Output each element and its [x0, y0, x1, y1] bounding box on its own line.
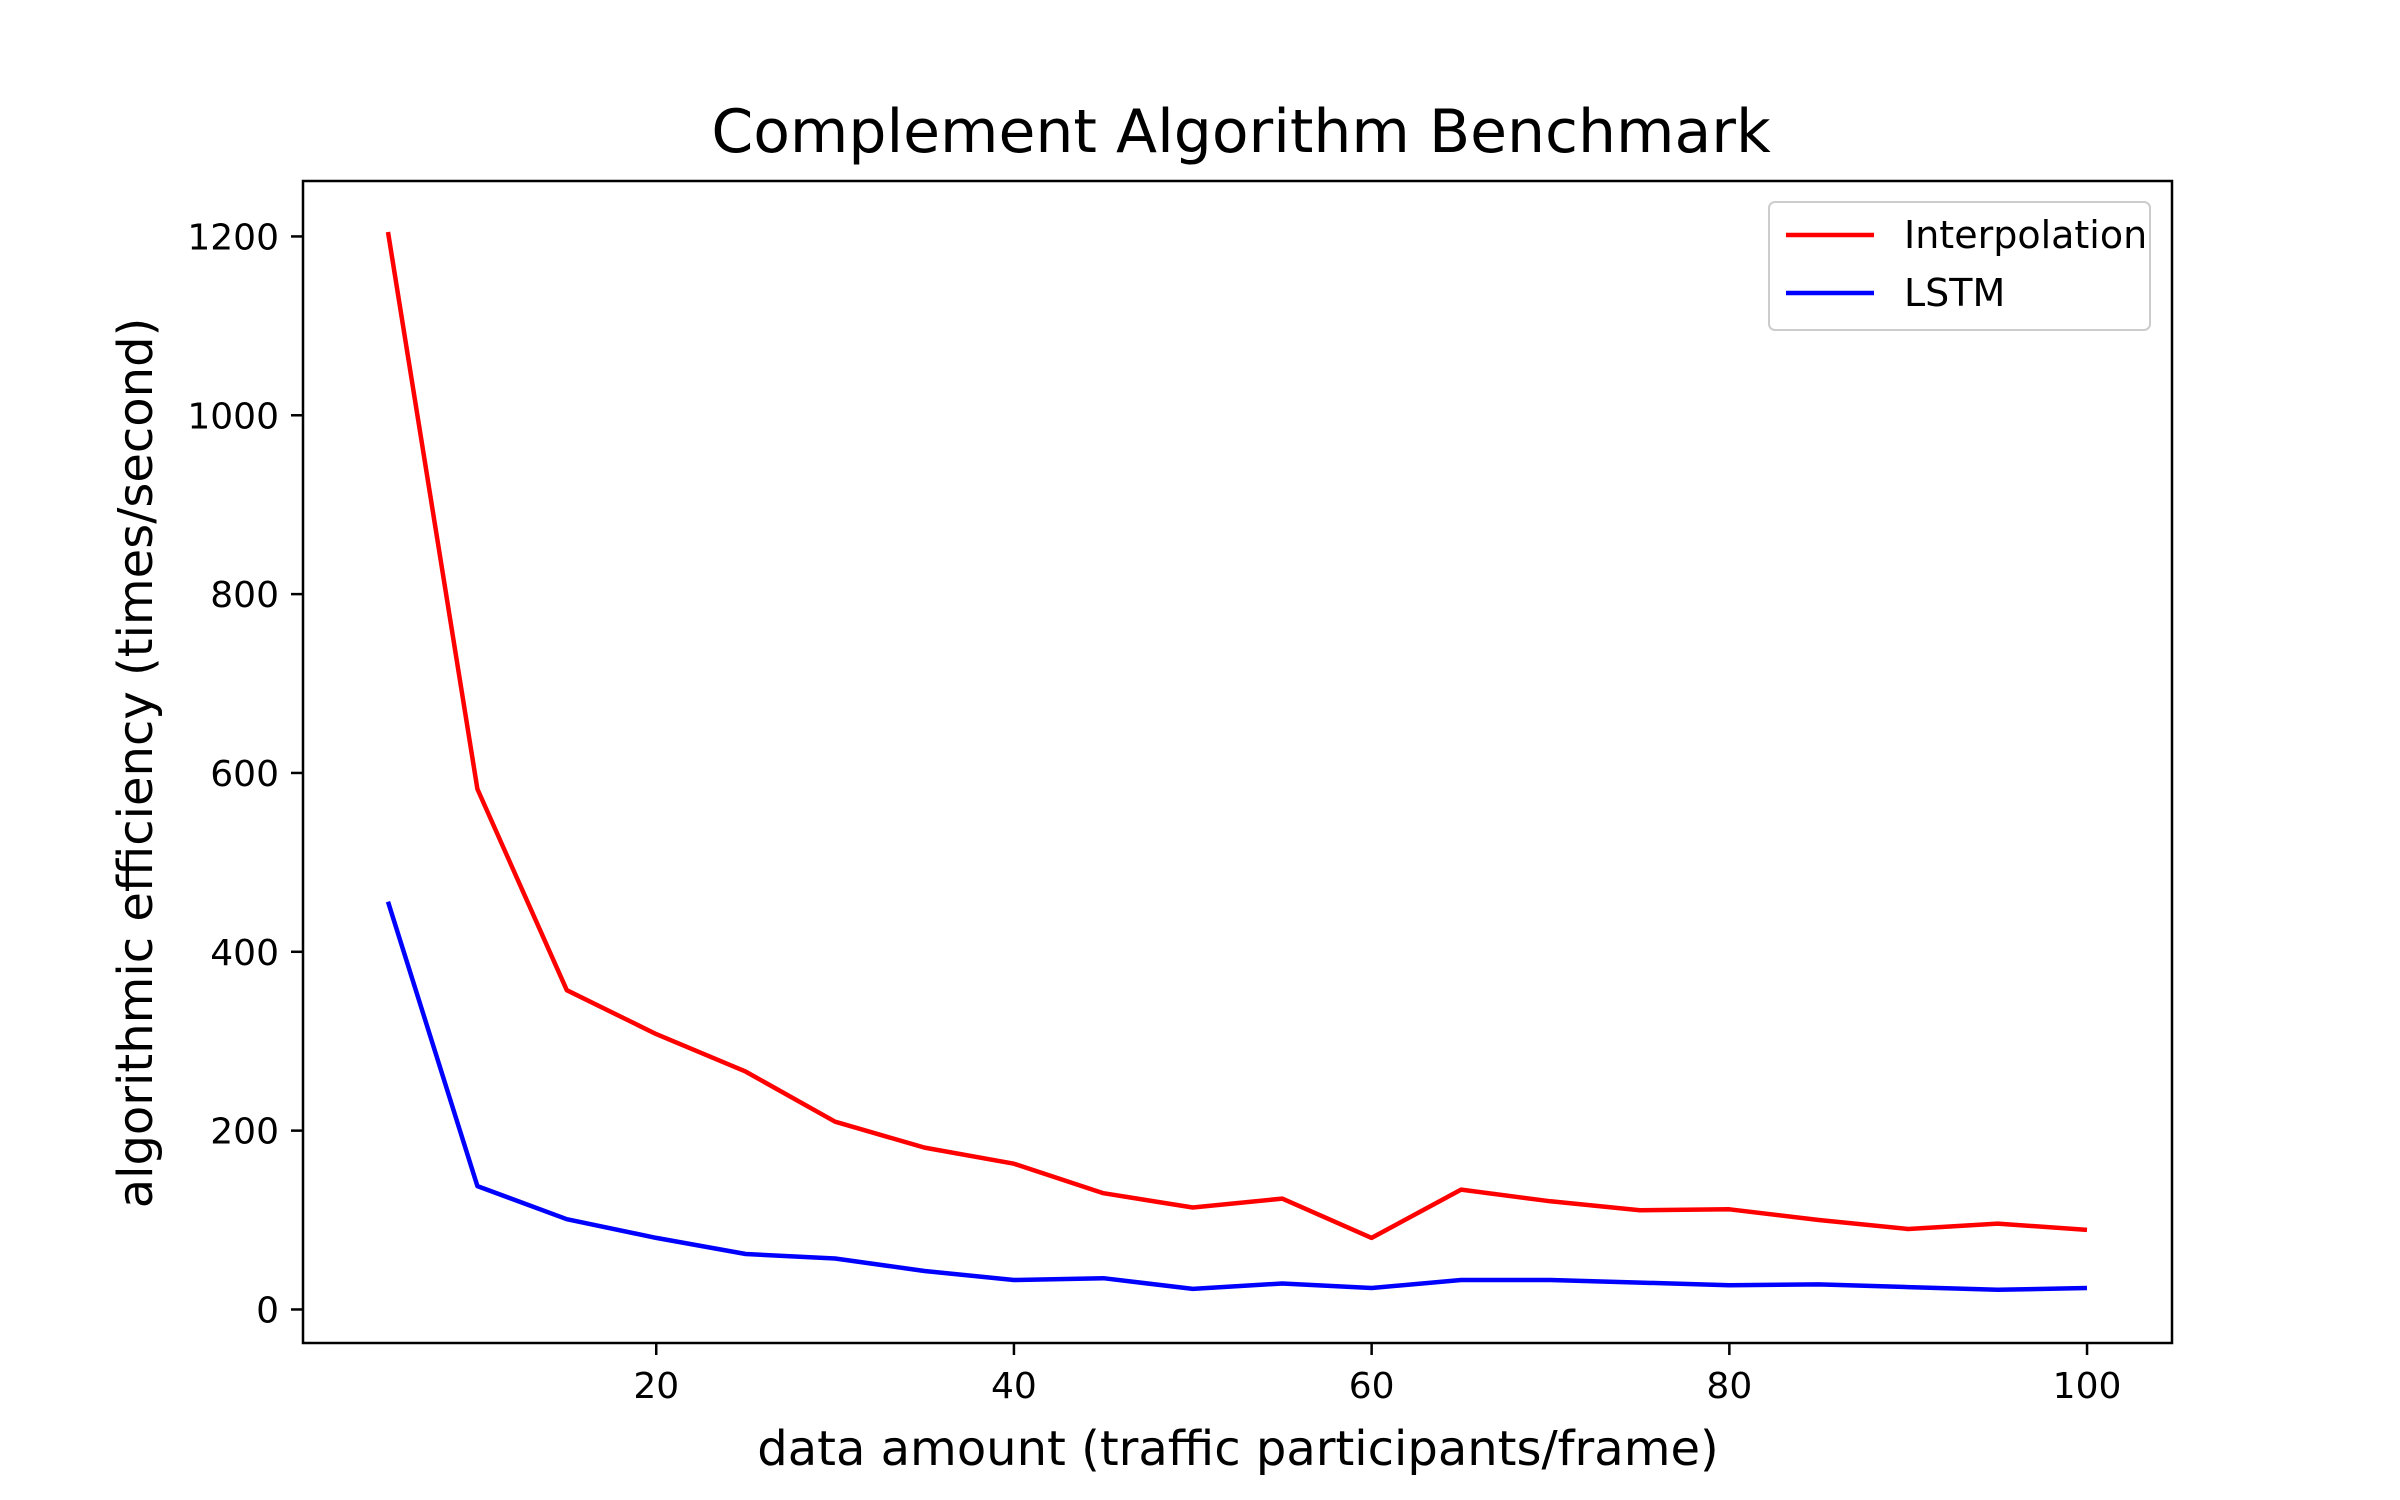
y-tick-label: 1200	[187, 217, 279, 258]
y-axis-label: algorithmic efficiency (times/second)	[108, 318, 164, 1209]
x-axis: 20 40 60 80 100	[633, 1343, 2121, 1407]
legend-label-lstm: LSTM	[1904, 271, 2005, 315]
x-tick-label: 40	[991, 1366, 1037, 1407]
plot-frame	[301, 179, 2174, 1345]
x-tick-label: 100	[2053, 1366, 2122, 1407]
x-axis-label: data amount (traffic participants/frame)	[757, 1421, 1718, 1477]
y-tick-label: 600	[210, 754, 279, 795]
series-line-interpolation	[385, 231, 2088, 1241]
y-axis: 0 200 400 600 800 1000 1200	[187, 217, 303, 1331]
y-tick-label: 400	[210, 933, 279, 974]
legend: Interpolation LSTM	[1768, 201, 2151, 331]
y-tick-label: 0	[256, 1290, 279, 1331]
plot-area	[385, 231, 2088, 1293]
y-tick-label: 800	[210, 575, 279, 616]
x-tick-label: 60	[1349, 1366, 1395, 1407]
series-line-lstm	[385, 901, 2088, 1293]
legend-item-interpolation: Interpolation	[1786, 213, 2147, 257]
x-tick-label: 20	[633, 1366, 679, 1407]
legend-item-lstm: LSTM	[1786, 271, 2005, 315]
chart-title: Complement Algorithm Benchmark	[711, 97, 1771, 167]
y-tick-label: 1000	[187, 396, 279, 437]
legend-label-interpolation: Interpolation	[1904, 213, 2147, 257]
x-tick-label: 80	[1706, 1366, 1752, 1407]
y-tick-label: 200	[210, 1112, 279, 1153]
